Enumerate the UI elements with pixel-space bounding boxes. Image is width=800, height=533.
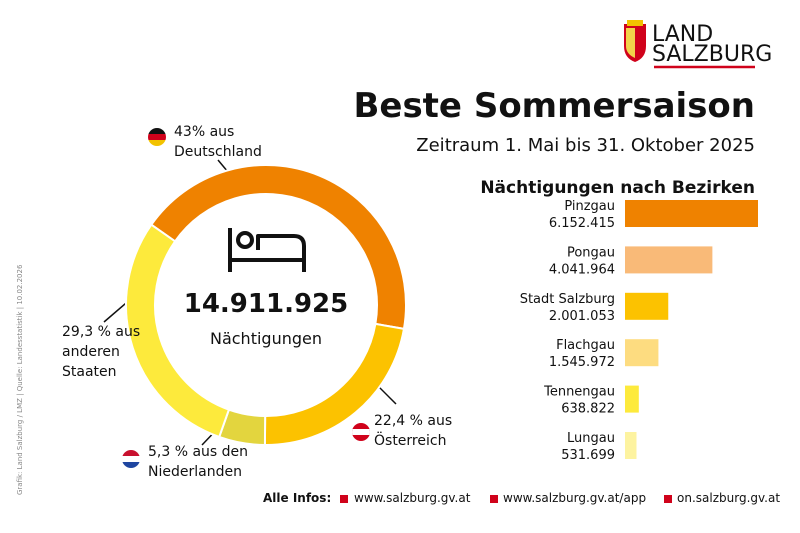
slice-label: 29,3 % aus anderen Staaten	[62, 324, 141, 380]
flag-germany	[148, 128, 166, 146]
bar-category: Pongau	[567, 245, 615, 260]
slice-label: 22,4 % aus Österreich	[374, 413, 453, 449]
bar	[625, 432, 637, 459]
bullet	[340, 495, 348, 503]
bar	[625, 292, 669, 320]
bar-category: Stadt Salzburg	[520, 292, 615, 307]
bar-value-label: 531.699	[561, 448, 615, 463]
bar-value-label: 2.001.053	[549, 309, 615, 324]
bar	[625, 200, 758, 227]
bar	[625, 246, 713, 274]
bar	[625, 339, 659, 367]
bar-category: Flachgau	[556, 338, 615, 353]
total-value: 14.911.925	[184, 289, 348, 319]
bar-value-label: 638.822	[561, 402, 615, 417]
crown	[627, 20, 643, 26]
bar	[625, 385, 639, 413]
bar-category: Tennengau	[543, 385, 615, 400]
bullet	[490, 495, 498, 503]
flag-netherlands	[122, 450, 140, 468]
credit: Grafik: Land Salzburg / LMZ | Quelle: La…	[16, 264, 24, 495]
bar-category: Lungau	[567, 431, 615, 446]
slice-label: 5,3 % aus den Niederlanden	[148, 444, 249, 480]
subtitle: Zeitraum 1. Mai bis 31. Oktober 2025	[416, 135, 755, 156]
bullet	[664, 495, 672, 503]
bed-icon	[228, 228, 306, 272]
donut-slice	[125, 223, 231, 439]
footer-link[interactable]: www.salzburg.gv.at/app	[503, 491, 647, 505]
coat-of-arms-half	[626, 28, 635, 58]
flag-austria	[352, 423, 370, 441]
footer-label: Alle Infos:	[263, 491, 332, 505]
footer-link[interactable]: on.salzburg.gv.at	[677, 491, 781, 505]
bar-value-label: 4.041.964	[549, 262, 615, 277]
bar-value-label: 6.152.415	[549, 216, 615, 231]
logo: LAND SALZBURG	[624, 20, 772, 69]
bar-category: Pinzgau	[564, 199, 615, 214]
bar-value-label: 1.545.972	[549, 355, 615, 370]
bar-chart-title: Nächtigungen nach Bezirken	[480, 178, 755, 198]
title: Beste Sommersaison	[353, 86, 755, 126]
logo-text: SALZBURG	[652, 42, 772, 67]
total-label: Nächtigungen	[210, 329, 322, 348]
slice-label: 43% aus Deutschland	[174, 124, 262, 160]
footer-link[interactable]: www.salzburg.gv.at	[354, 491, 471, 505]
logo-text: LAND	[652, 22, 713, 47]
